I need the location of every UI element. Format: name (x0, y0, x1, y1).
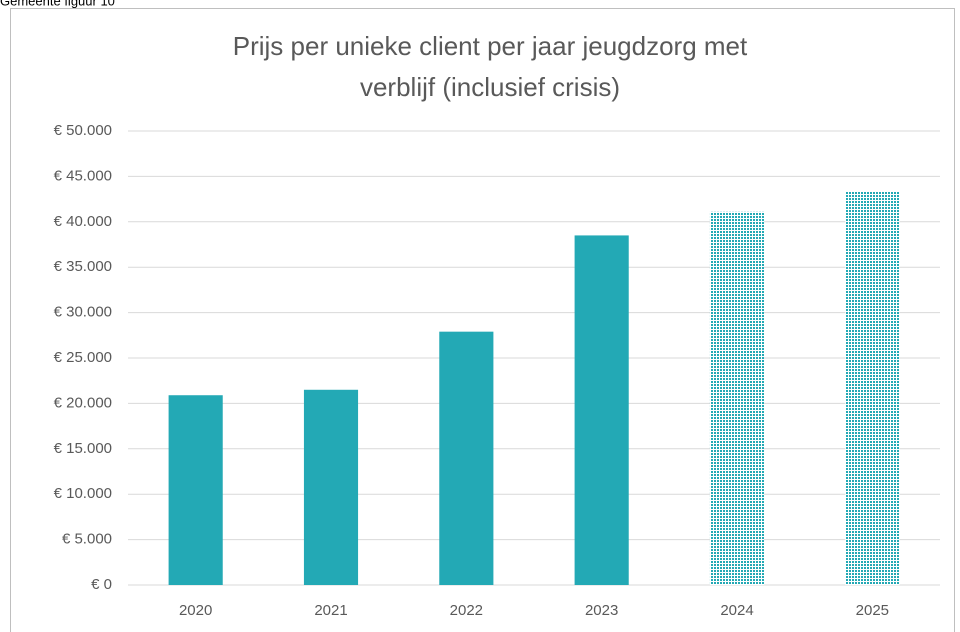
chart-title: Prijs per unieke client per jaar jeugdzo… (233, 31, 748, 61)
y-tick-label: € 15.000 (54, 440, 112, 457)
x-tick-label: 2020 (179, 602, 212, 619)
y-tick-label: € 20.000 (54, 394, 112, 411)
y-tick-label: € 25.000 (54, 349, 112, 366)
x-tick-label: 2025 (856, 602, 889, 619)
x-tick-label: 2021 (314, 602, 347, 619)
caption: Gemeente figuur 10 (0, 0, 115, 8)
bar (168, 395, 223, 585)
y-tick-label: € 30.000 (54, 304, 112, 321)
x-tick-label: 2022 (450, 602, 483, 619)
y-tick-label: € 45.000 (54, 167, 112, 184)
bar (439, 331, 494, 585)
y-tick-label: € 0 (91, 576, 112, 593)
y-tick-label: € 10.000 (54, 485, 112, 502)
y-tick-label: € 35.000 (54, 258, 112, 275)
chart-frame (10, 8, 955, 632)
x-tick-label: 2024 (720, 602, 753, 619)
y-tick-label: € 40.000 (54, 213, 112, 230)
x-tick-label: 2023 (585, 602, 618, 619)
y-tick-label: € 5.000 (62, 531, 112, 548)
bar (574, 235, 629, 586)
bar (709, 211, 765, 585)
bar (845, 191, 900, 585)
bar (303, 389, 359, 585)
chart-title: verblijf (inclusief crisis) (360, 72, 620, 102)
y-tick-label: € 50.000 (54, 122, 112, 139)
